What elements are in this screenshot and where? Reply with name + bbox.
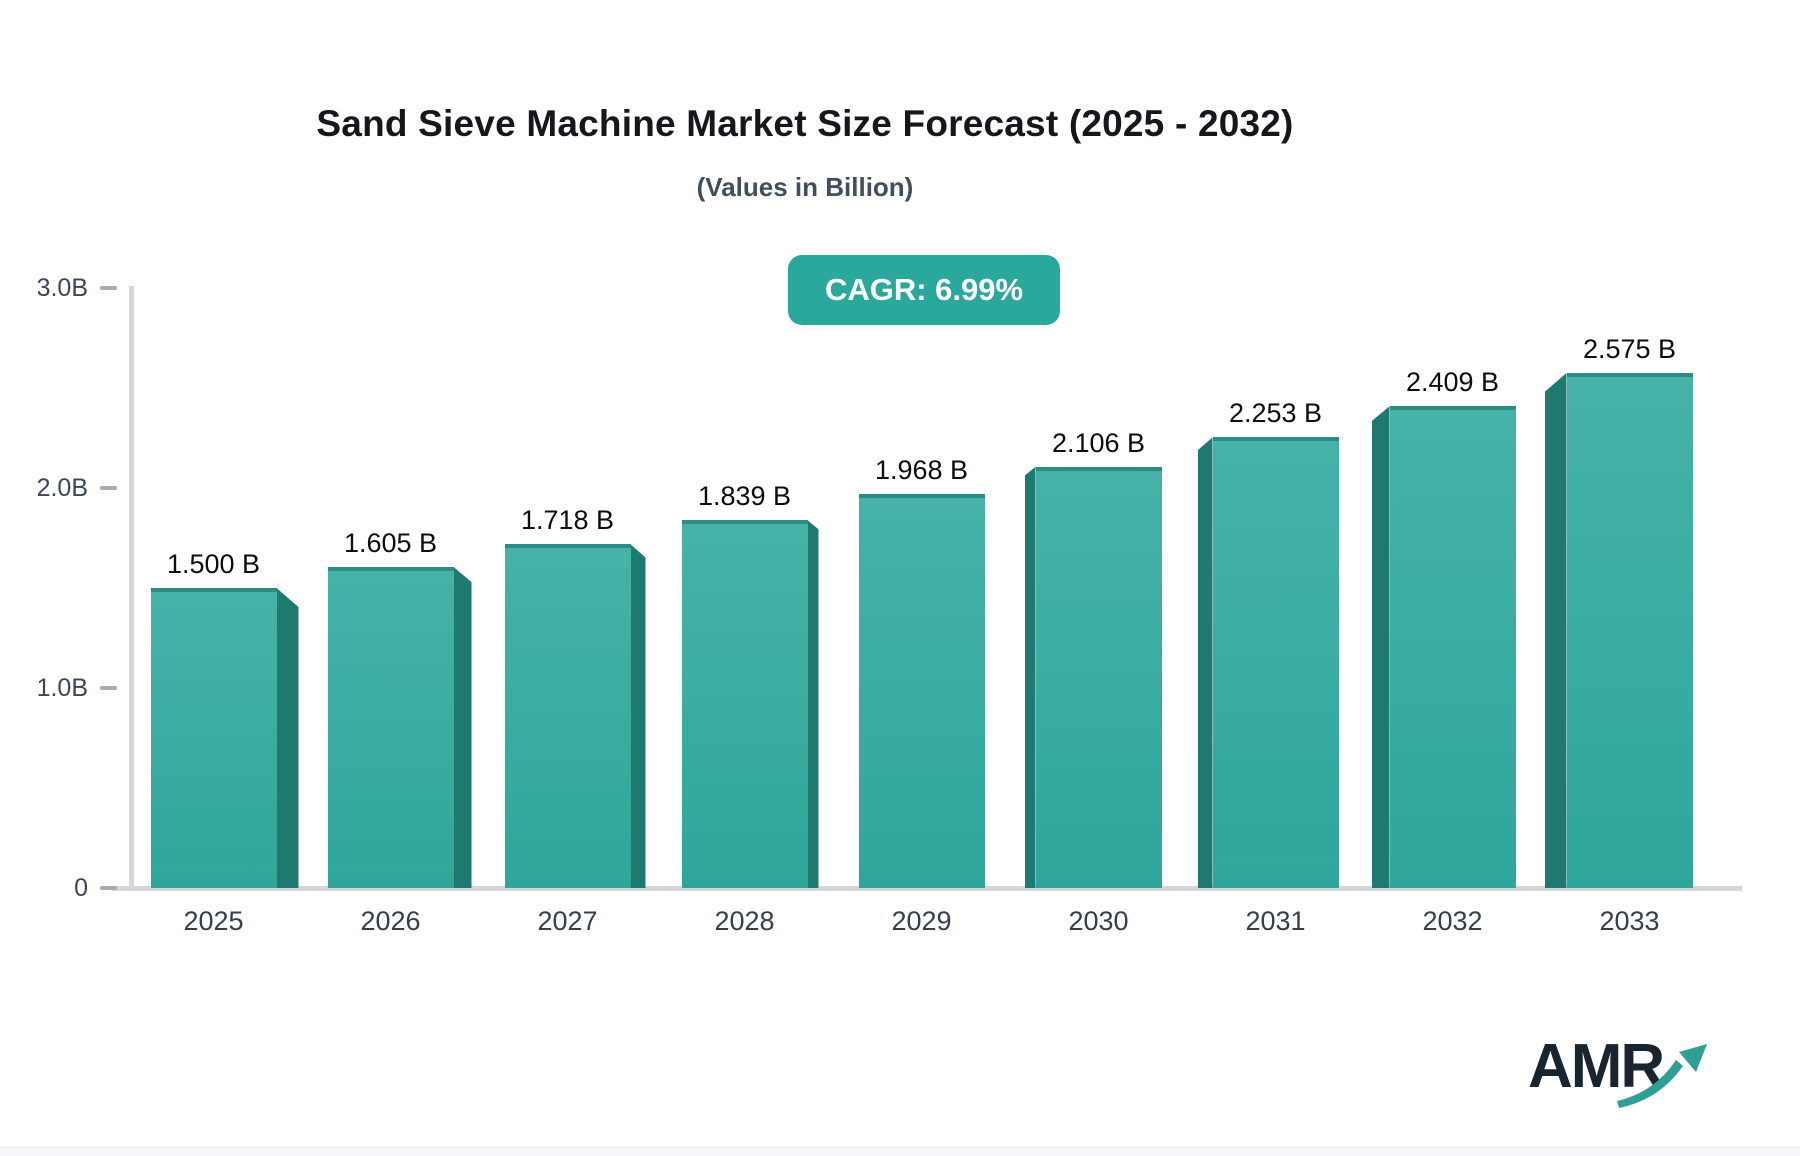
y-axis-tick-mark (100, 286, 117, 290)
x-axis-label: 2030 (1068, 906, 1129, 936)
bar-value-label: 1.605 B (343, 528, 438, 558)
bar-2029[interactable] (858, 494, 985, 888)
bar-front-face (1035, 466, 1162, 888)
bar-value-label: 2.106 B (1051, 427, 1146, 458)
y-axis-line (129, 286, 134, 890)
y-axis-tick-mark (100, 686, 117, 690)
cagr-badge: CAGR: 6.99% (788, 255, 1060, 325)
bar-value-label: 1.718 B (520, 505, 615, 536)
bar-side-face (1371, 406, 1390, 888)
bar-front-face (681, 520, 808, 888)
amr-logo: AMR (1520, 1030, 1720, 1120)
amr-logo-arrow-icon (1617, 1044, 1707, 1108)
bar-2028[interactable] (681, 520, 819, 888)
bar-2026[interactable] (327, 567, 472, 888)
bar-value-label: 1.968 B (874, 455, 969, 486)
bar-2027[interactable] (504, 544, 646, 888)
bar-2032[interactable] (1371, 406, 1516, 888)
bar-front-face (1389, 406, 1516, 888)
bar-front-face (150, 588, 277, 888)
chart-title: Sand Sieve Machine Market Size Forecast … (316, 103, 1294, 144)
bar-side-face (1544, 373, 1567, 888)
x-axis-label: 2031 (1245, 906, 1306, 936)
x-axis-label: 2029 (891, 906, 952, 936)
bar-value-label: 1.839 B (697, 481, 792, 512)
y-axis-tick-mark (100, 486, 117, 490)
bar-front-face (858, 494, 985, 888)
bar-front-face (504, 544, 631, 888)
bar-2025[interactable] (150, 588, 299, 888)
x-axis-label: 2025 (183, 906, 244, 936)
y-axis-tick-label: 3.0B (36, 274, 88, 302)
bar-side-face (276, 588, 299, 888)
bar-side-face (453, 567, 472, 888)
bar-2033[interactable] (1544, 373, 1693, 888)
bar-side-face (630, 544, 646, 888)
bar-value-label: 2.409 B (1405, 367, 1500, 398)
y-axis-tick-label: 0 (74, 874, 88, 902)
bar-front-face (1566, 373, 1693, 888)
x-axis-label: 2026 (360, 906, 421, 936)
y-axis-tick-label: 2.0B (36, 474, 88, 502)
bar-front-face (1212, 437, 1339, 888)
x-axis-label: 2032 (1422, 906, 1483, 936)
x-axis-line (112, 886, 1742, 891)
y-axis-tick-mark (100, 886, 117, 890)
x-axis-label: 2033 (1599, 906, 1660, 936)
footer-strip (0, 1147, 1800, 1156)
y-axis-tick-label: 1.0B (36, 674, 88, 702)
bar-value-label: 2.253 B (1228, 398, 1323, 429)
bar-2031[interactable] (1197, 437, 1339, 888)
bar-side-face (1024, 466, 1036, 888)
bar-side-face (1197, 437, 1213, 888)
bar-side-face (807, 520, 819, 888)
bar-2030[interactable] (1024, 466, 1162, 888)
bar-front-face (327, 567, 454, 888)
amr-logo-text: AMR (1528, 1032, 1665, 1101)
x-axis-label: 2027 (537, 906, 598, 936)
bar-value-label: 1.500 B (166, 549, 261, 579)
x-axis-label: 2028 (714, 906, 775, 936)
bar-value-label: 2.575 B (1582, 334, 1677, 364)
chart-subtitle: (Values in Billion) (696, 172, 914, 202)
